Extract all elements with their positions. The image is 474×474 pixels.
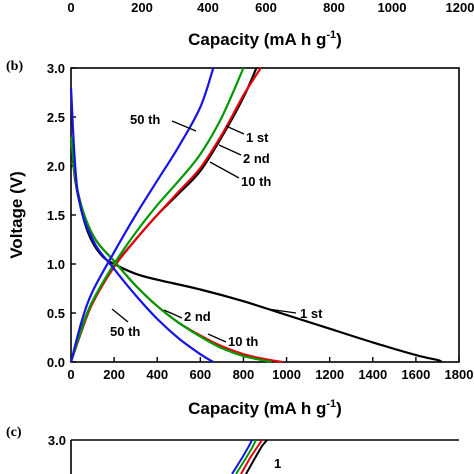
x-tick-label: 1400 [358,367,387,382]
series-line-50th-charge [69,67,215,363]
annotations: 50 th 1 st 2 nd 10 th 1 st 2 nd 10 th 50… [110,112,323,349]
x-tick-label: 400 [146,367,168,382]
x-tick-label: 0 [67,367,74,382]
anno-charge-10th-arrow [209,161,240,179]
anno-dis-50th-arrow [111,308,129,323]
panel-b: (b) Voltage (V) 0 200 400 600 800 1000 1200 140… [6,59,473,418]
y-tick-label: 2.5 [47,110,65,125]
anno-dis-10th-arrow [207,333,227,343]
anno-charge-10th: 10 th [241,174,271,189]
x-tick-label: 800 [233,367,255,382]
series-line-50th-discharge [69,87,214,363]
anno-dis-2nd: 2 nd [184,309,211,324]
top-x-axis-label-sup: -1 [326,29,336,41]
top-x-tick-4: 800 [323,0,345,15]
top-x-tick-0: 0 [67,0,74,15]
x-axis-label-close: ) [336,399,342,418]
y-tick-label: 0.5 [47,306,65,321]
panel-c-label: (c) [6,425,22,440]
panel-b-label: (b) [6,59,23,74]
y-tick-label: 1.5 [47,208,65,223]
x-tick-label: 1200 [315,367,344,382]
top-x-axis-label: Capacity (mA h g-1) [188,29,342,49]
bottom-fragment: (c) 3.0 1 [6,425,459,474]
x-axis-label-sup: -1 [326,398,336,410]
anno-dis-1st-arrow [267,308,297,314]
panel-c-black-curve [245,439,268,474]
series-line-2nd-charge [69,67,262,363]
series-line-1st-charge [69,67,258,363]
anno-charge-1st: 1 st [246,130,269,145]
y-tick-label: 2.0 [47,159,65,174]
anno-charge-50th: 50 th [130,112,160,127]
top-x-axis-label-main: Capacity (mA h g [188,30,326,49]
panel-c-green-curve [235,439,257,474]
y-tick-label: 1.0 [47,257,65,272]
x-tick-label: 1000 [272,367,301,382]
anno-dis-2nd-arrow [163,309,183,319]
panel-c-y-tick: 3.0 [48,433,66,448]
x-tick-label: 200 [103,367,125,382]
top-fragment: 0 200 400 600 800 1000 1200 Capacity (mA… [67,0,474,49]
anno-dis-1st: 1 st [300,306,323,321]
series-line-1st-discharge [69,136,443,364]
panel-c-red-curve [240,439,263,474]
x-axis-label-main: Capacity (mA h g [188,399,326,418]
top-x-tick-6: 1200 [446,0,474,15]
top-x-axis-label-close: ) [336,30,342,49]
x-tick-label: 1600 [401,367,430,382]
y-tick-label: 3.0 [47,61,65,76]
anno-dis-50th: 50 th [110,324,140,339]
x-tick-label: 1800 [445,367,474,382]
series-line-10th-discharge [69,136,272,364]
panel-c-anno: 1 [274,456,281,471]
anno-charge-50th-arrow [171,120,197,132]
ticks-layer: 0 200 400 600 800 1000 1200 1400 1600 1800 0.0 0.5 1… [47,61,474,382]
top-x-tick-2: 400 [197,0,219,15]
series-line-10th-charge [69,67,245,363]
top-x-tick-3: 600 [255,0,277,15]
series-layer [69,67,443,364]
anno-dis-10th: 10 th [228,334,258,349]
anno-charge-1st-arrow [225,125,245,135]
anno-charge-2nd: 2 nd [243,151,270,166]
x-axis-label: Capacity (mA h g-1) [188,398,342,418]
x-tick-label: 600 [189,367,211,382]
top-x-tick-5: 1000 [378,0,407,15]
panel-c-blue-curve [231,439,253,474]
y-axis-label: Voltage (V) [7,171,26,259]
top-x-tick-1: 200 [131,0,153,15]
y-tick-label: 0.0 [47,355,65,370]
anno-charge-2nd-arrow [218,144,242,156]
